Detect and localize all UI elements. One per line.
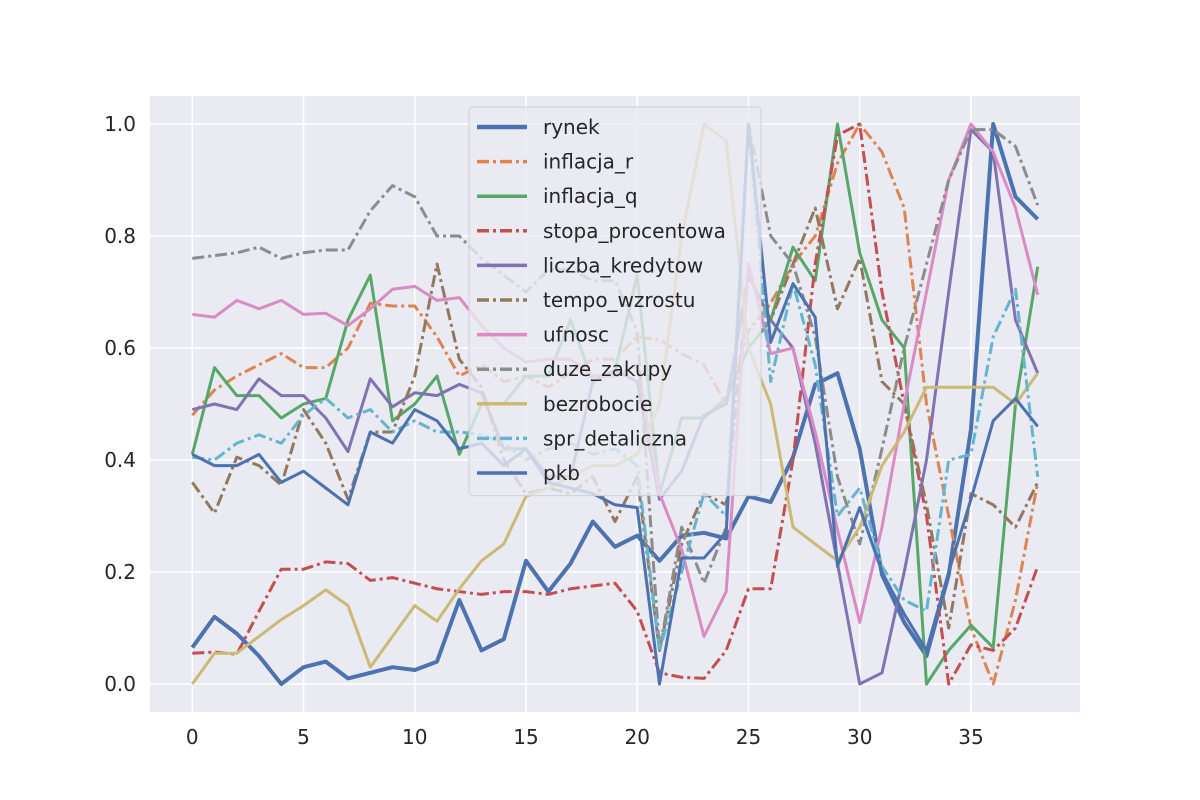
legend-label: bezrobocie <box>543 392 652 416</box>
tick-labels: 0 5 10 15 20 25 30 35 0.0 0.2 0.4 0.6 0.8 1.0 <box>104 112 984 749</box>
series-layer <box>190 122 1040 686</box>
x-tick-label: 25 <box>736 725 761 749</box>
x-tick-label: 5 <box>297 725 310 749</box>
y-tick-label: 0.8 <box>104 224 136 248</box>
legend-label: tempo_wzrostu <box>543 288 695 312</box>
x-tick-label: 35 <box>958 725 983 749</box>
y-tick-label: 0.2 <box>104 560 136 584</box>
series-line-duze-zakupy <box>192 122 1040 652</box>
legend-label: rynek <box>543 115 600 139</box>
legend-label: duze_zakupy <box>543 357 672 381</box>
legend-label: pkb <box>543 461 580 485</box>
series-line-inflacja-r <box>191 122 1040 686</box>
x-tick-label: 30 <box>847 725 872 749</box>
y-tick-label: 0.6 <box>104 336 136 360</box>
x-tick-label: 15 <box>513 725 538 749</box>
series-line-tempo-wzrostu <box>191 206 1040 652</box>
legend-label: spr_detaliczna <box>543 426 687 450</box>
y-tick-label: 0.0 <box>104 672 136 696</box>
legend-label: inflacja_q <box>543 184 638 208</box>
series-line-pkb <box>191 122 1039 686</box>
legend-label: stopa_procentowa <box>543 219 726 243</box>
legend-box <box>468 106 762 497</box>
y-tick-label: 1.0 <box>104 112 136 136</box>
legend-label: ufnosc <box>543 323 609 347</box>
legend: rynek inflacja_r inflacja_q stopa_procentow… <box>468 106 762 497</box>
series-line-stopa-procentowa <box>192 122 1040 686</box>
x-tick-label: 0 <box>186 725 199 749</box>
y-tick-label: 0.4 <box>104 448 136 472</box>
legend-label: inflacja_r <box>543 150 634 174</box>
legend-label: liczba_kredytow <box>543 253 703 277</box>
x-tick-label: 20 <box>625 725 650 749</box>
x-tick-label: 10 <box>402 725 427 749</box>
